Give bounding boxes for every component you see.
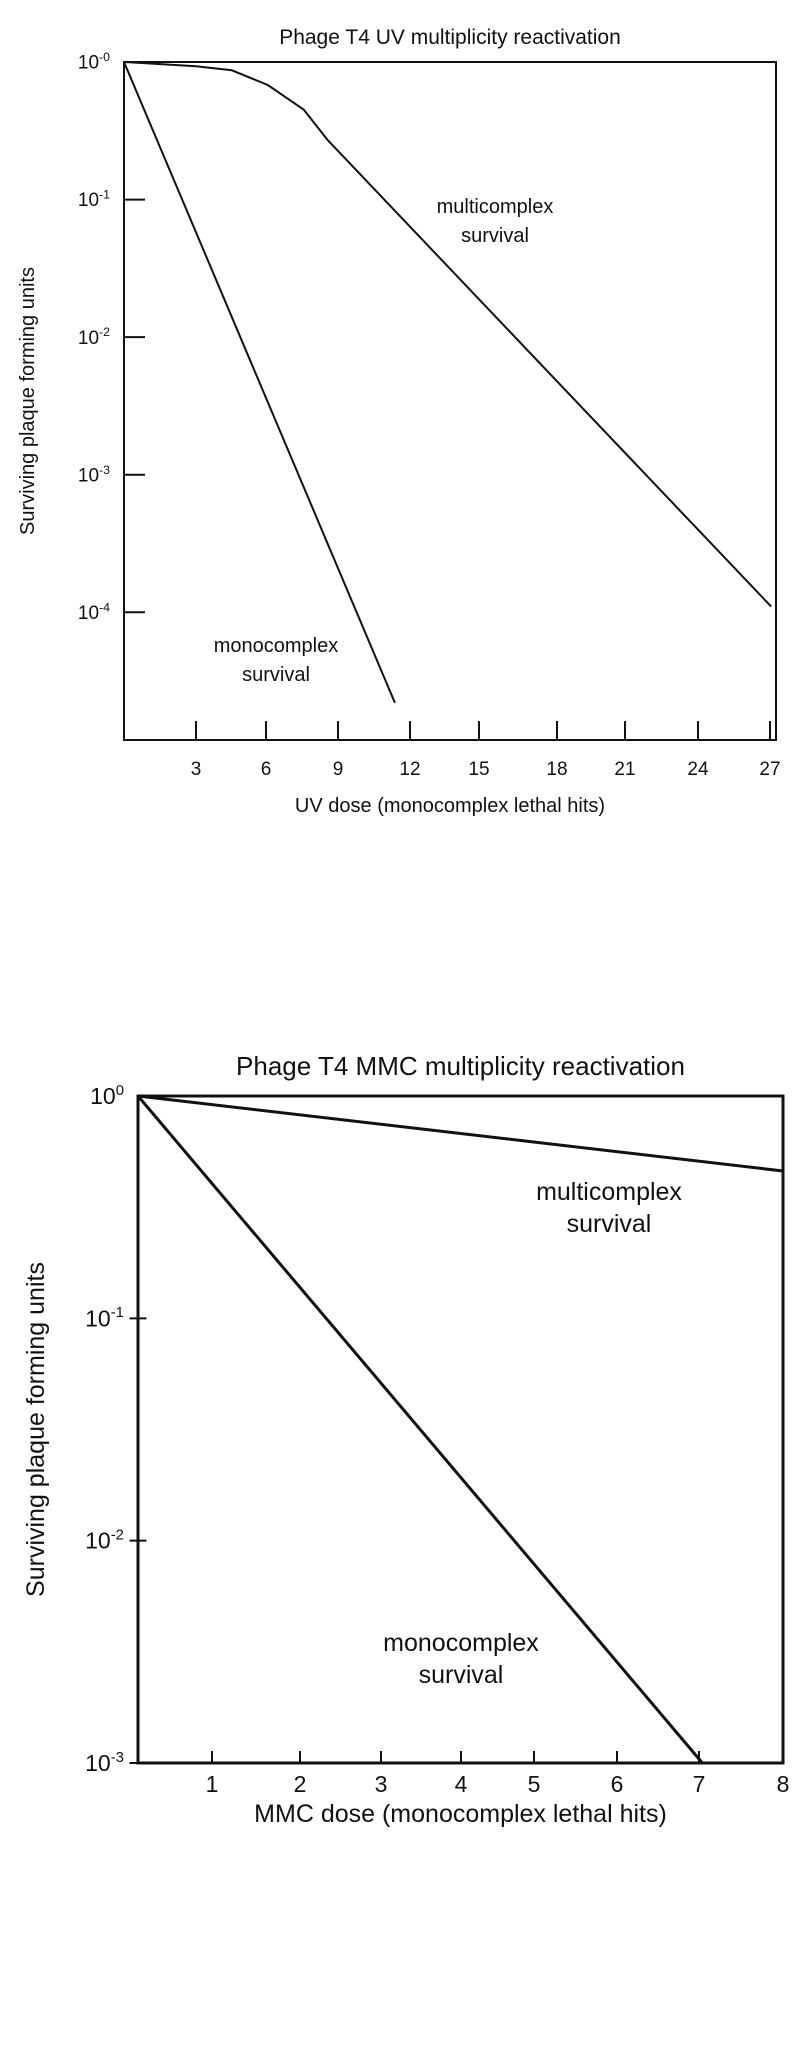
x-tick-label: 8 xyxy=(777,1771,790,1797)
y-tick-label: 10-0 xyxy=(78,50,110,74)
x-axis-label: UV dose (monocomplex lethal hits) xyxy=(295,795,605,817)
series-line-monocomplex xyxy=(123,61,396,704)
chart-title: Phage T4 MMC multiplicity reactivation xyxy=(236,1051,685,1081)
x-tick-label: 21 xyxy=(614,759,635,780)
y-tick-exponent: -3 xyxy=(99,463,110,477)
x-tick-label: 3 xyxy=(191,759,202,780)
series-label: survival xyxy=(419,1661,504,1689)
y-tick-label: 10-2 xyxy=(85,1527,124,1554)
y-tick-label: 10-4 xyxy=(78,600,110,624)
chart-title: Phage T4 UV multiplicity reactivation xyxy=(279,26,621,49)
x-tick-label: 18 xyxy=(546,759,567,780)
plot-frame xyxy=(136,1094,785,1765)
y-tick-label: 10-3 xyxy=(85,1749,124,1776)
y-tick-label: 100 xyxy=(90,1082,124,1109)
y-axis-label: Surviving plaque forming units xyxy=(17,267,39,535)
series-label: multicomplex xyxy=(536,1178,682,1206)
plot-frame xyxy=(123,61,777,741)
y-tick-exponent: -1 xyxy=(99,188,110,202)
series-label: survival xyxy=(461,225,529,247)
series-label: survival xyxy=(242,664,310,686)
x-tick-label: 6 xyxy=(261,759,272,780)
y-tick-base: 10 xyxy=(78,603,99,624)
series-line-multicomplex xyxy=(137,1094,784,1173)
x-tick-label: 1 xyxy=(206,1771,219,1797)
y-tick-base: 10 xyxy=(85,1750,111,1776)
x-axis-label: MMC dose (monocomplex lethal hits) xyxy=(254,1800,667,1828)
y-tick-label: 10-1 xyxy=(85,1304,124,1331)
y-tick-exponent: -2 xyxy=(111,1527,124,1544)
chart-2: Phage T4 MMC multiplicity reactivation 1 2… xyxy=(22,1051,789,1828)
series-label: monocomplex xyxy=(383,1629,539,1657)
x-tick-label: 5 xyxy=(528,1771,541,1797)
y-tick-base: 10 xyxy=(78,328,99,349)
y-tick-exponent: 0 xyxy=(116,1082,124,1099)
x-tick-label: 4 xyxy=(455,1771,468,1797)
chart-1: Phage T4 UV multiplicity reactivation 3 6 9… xyxy=(17,26,781,817)
y-tick-base: 10 xyxy=(78,53,99,74)
y-tick-base: 10 xyxy=(85,1305,111,1331)
series-label: monocomplex xyxy=(214,635,339,657)
series-label: multicomplex xyxy=(437,196,554,218)
y-tick-exponent: -3 xyxy=(111,1749,124,1766)
x-tick-label: 2 xyxy=(294,1771,307,1797)
y-tick-label: 10-3 xyxy=(78,463,110,487)
y-tick-base: 10 xyxy=(85,1528,111,1554)
x-tick-label: 6 xyxy=(611,1771,624,1797)
y-tick-label: 10-1 xyxy=(78,188,110,212)
x-tick-label: 9 xyxy=(333,759,344,780)
series-line-multicomplex xyxy=(123,61,772,608)
y-tick-exponent: -4 xyxy=(99,600,110,614)
x-tick-label: 3 xyxy=(375,1771,388,1797)
y-tick-base: 10 xyxy=(90,1083,116,1109)
y-axis-label: Surviving plaque forming units xyxy=(22,1262,50,1597)
x-tick-label: 24 xyxy=(687,759,709,780)
series-label: survival xyxy=(567,1210,652,1238)
x-tick-label: 15 xyxy=(468,759,489,780)
series-line-monocomplex xyxy=(136,1095,704,1764)
x-tick-label: 7 xyxy=(693,1771,706,1797)
y-tick-exponent: -2 xyxy=(99,325,110,339)
y-tick-label: 10-2 xyxy=(78,325,110,349)
y-tick-base: 10 xyxy=(78,465,99,486)
y-tick-exponent: -1 xyxy=(111,1304,124,1321)
x-tick-label: 27 xyxy=(759,759,780,780)
x-tick-label: 12 xyxy=(399,759,420,780)
y-tick-base: 10 xyxy=(78,190,99,211)
y-tick-exponent: -0 xyxy=(99,50,110,64)
